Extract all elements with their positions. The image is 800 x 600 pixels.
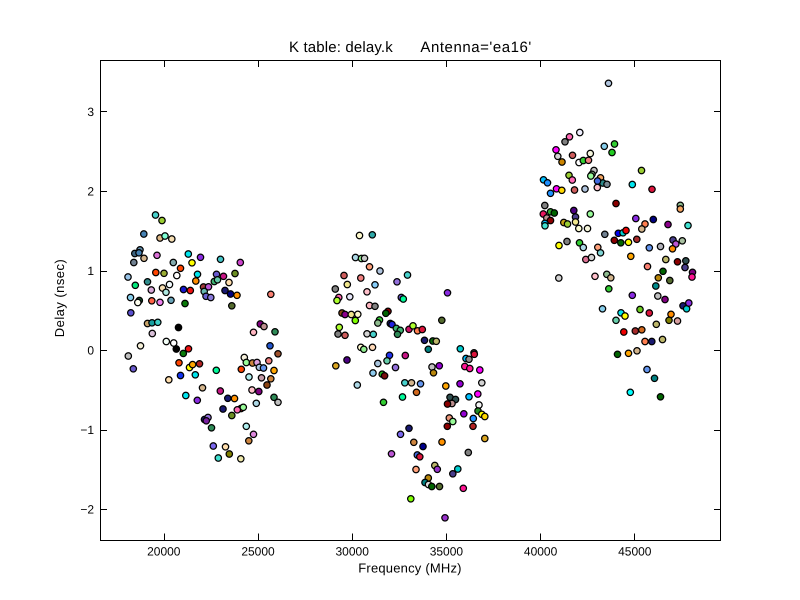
svg-text:0: 0 xyxy=(87,344,94,358)
svg-text:Delay (nsec): Delay (nsec) xyxy=(52,259,67,337)
svg-text:25000: 25000 xyxy=(241,545,275,559)
svg-text:1: 1 xyxy=(87,264,94,278)
svg-text:20000: 20000 xyxy=(147,545,181,559)
svg-text:35000: 35000 xyxy=(430,545,464,559)
svg-text:2: 2 xyxy=(87,185,94,199)
svg-text:Frequency (MHz): Frequency (MHz) xyxy=(358,561,461,576)
svg-text:40000: 40000 xyxy=(524,545,558,559)
svg-text:K table: delay.k: K table: delay.k xyxy=(289,39,393,56)
svg-text:−1: −1 xyxy=(80,423,94,437)
svg-text:3: 3 xyxy=(87,105,94,119)
svg-text:45000: 45000 xyxy=(618,545,652,559)
svg-text:−2: −2 xyxy=(80,503,94,517)
svg-text:Antenna='ea16': Antenna='ea16' xyxy=(420,39,531,56)
svg-text:30000: 30000 xyxy=(336,545,370,559)
